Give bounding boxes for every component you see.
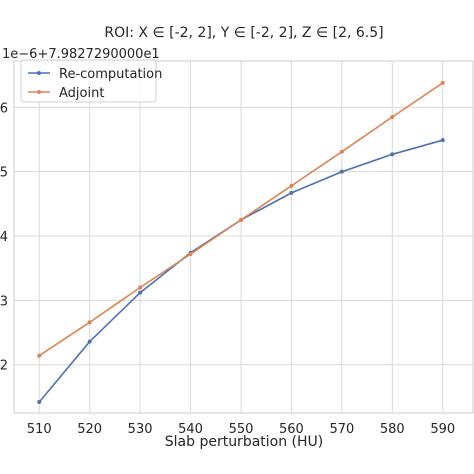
x-tick-label: 570 [329, 422, 354, 437]
chart-title: ROI: X ∈ [-2, 2], Y ∈ [-2, 2], Z ∈ [2, 6… [104, 25, 383, 41]
data-point [138, 290, 143, 295]
data-point [138, 285, 143, 290]
data-point [440, 80, 445, 85]
y-tick-labels: 2 3 4 5 6 [0, 101, 8, 373]
data-point [37, 353, 42, 358]
y-tick-label: 2 [0, 359, 8, 374]
x-tick-labels: 510 520 530 540 550 560 570 580 590 [27, 422, 455, 437]
data-point [390, 152, 395, 157]
legend-label: Adjoint [59, 86, 104, 101]
x-axis-label: Slab perturbation (HU) [165, 434, 324, 450]
legend-label: Re-computation [59, 67, 162, 82]
y-tick-label: 3 [0, 294, 8, 309]
legend-box [20, 59, 157, 103]
legend-marker [37, 71, 41, 75]
x-tick-label: 520 [77, 422, 102, 437]
legend-marker [37, 90, 41, 94]
data-point [289, 190, 294, 195]
data-point [188, 252, 193, 257]
data-point [339, 169, 344, 174]
y-tick-label: 6 [0, 101, 8, 116]
x-tick-label: 510 [27, 422, 52, 437]
grid [14, 61, 473, 413]
x-tick-label: 540 [178, 422, 203, 437]
data-point [87, 339, 92, 344]
x-tick-label: 580 [380, 422, 405, 437]
legend: Re-computation Adjoint [20, 59, 162, 103]
x-tick-label: 590 [430, 422, 455, 437]
data-point [440, 138, 445, 143]
data-point [37, 400, 42, 405]
x-tick-label: 550 [229, 422, 254, 437]
data-point [289, 183, 294, 188]
series-layer [37, 80, 445, 405]
plot-frame [13, 60, 474, 414]
data-point [87, 320, 92, 325]
x-tick-label: 530 [128, 422, 153, 437]
y-offset-text: 1e−6+7.9827290000e1 [2, 47, 160, 62]
x-tick-label: 560 [279, 422, 304, 437]
data-point [238, 217, 243, 222]
y-tick-label: 5 [0, 166, 8, 181]
data-point [339, 149, 344, 154]
data-point [390, 114, 395, 119]
plot-area [13, 60, 474, 414]
y-tick-label: 4 [0, 230, 8, 245]
